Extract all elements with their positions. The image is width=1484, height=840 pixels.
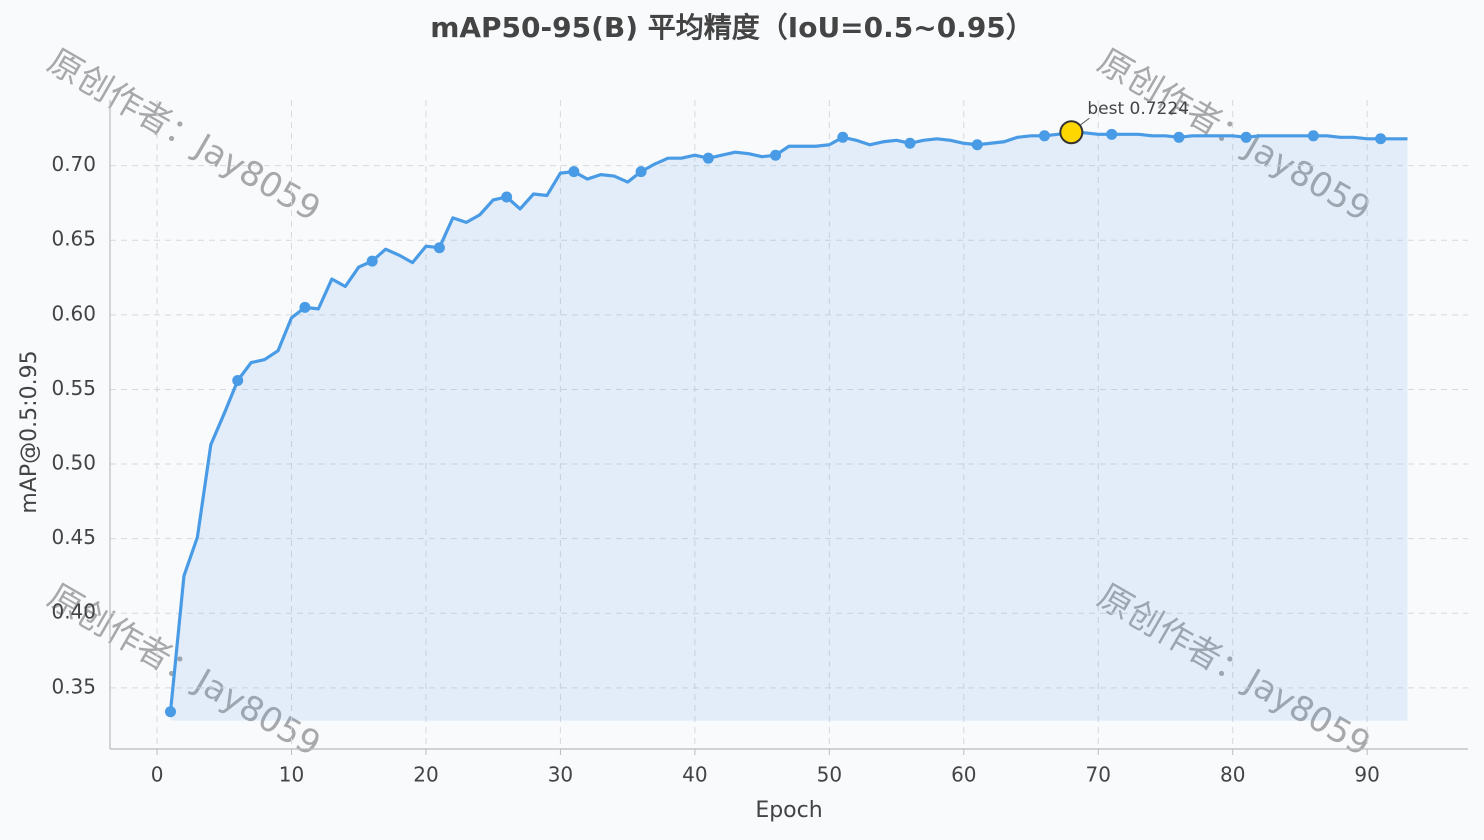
marker [770,149,782,161]
x-axis-label: Epoch [755,798,822,823]
y-tick-label: 0.55 [51,376,96,400]
y-tick-label: 0.60 [51,301,96,325]
marker [702,152,714,164]
y-tick-label: 0.45 [51,525,96,549]
x-tick-label: 0 [151,763,164,787]
line [168,130,1408,712]
marker [1240,131,1252,143]
y-tick-label: 0.70 [51,152,96,176]
x-tick-label: 30 [548,763,573,787]
marker [366,255,378,267]
x-tick-label: 10 [279,763,304,787]
marker [232,374,244,386]
y-tick-label: 0.65 [51,227,96,251]
x-tick-label: 60 [951,763,976,787]
y-tick-label: 0.40 [51,600,96,624]
marker [837,131,849,143]
area-fill [170,132,1408,721]
chart-title: mAP50-95(B) 平均精度（IoU=0.5~0.95） [430,11,1034,44]
marker [635,166,647,178]
marker [1307,130,1319,142]
marker [568,166,580,178]
y-tick-label: 0.35 [51,674,96,698]
marker [971,139,983,151]
annotation: best 0.7224 [1087,99,1189,119]
marker [1173,131,1185,143]
x-tick-label: 80 [1220,763,1245,787]
marker [501,191,513,203]
marker [904,137,916,149]
y-tick-label: 0.50 [51,451,96,475]
y-axis-label: mAP@0.5:0.95 [17,350,42,513]
x-tick-label: 70 [1086,763,1111,787]
x-tick-label: 20 [413,763,438,787]
x-tick-label: 90 [1354,763,1379,787]
best-marker [1059,120,1084,145]
marker [433,242,445,254]
marker [299,301,311,313]
marker [1038,130,1050,142]
x-tick-label: 50 [817,763,842,787]
marker [1375,133,1387,145]
x-tick-label: 40 [682,763,707,787]
marker [165,706,177,718]
marker [1106,128,1118,140]
watermark: 原创作者：Jay8059 [41,41,327,229]
